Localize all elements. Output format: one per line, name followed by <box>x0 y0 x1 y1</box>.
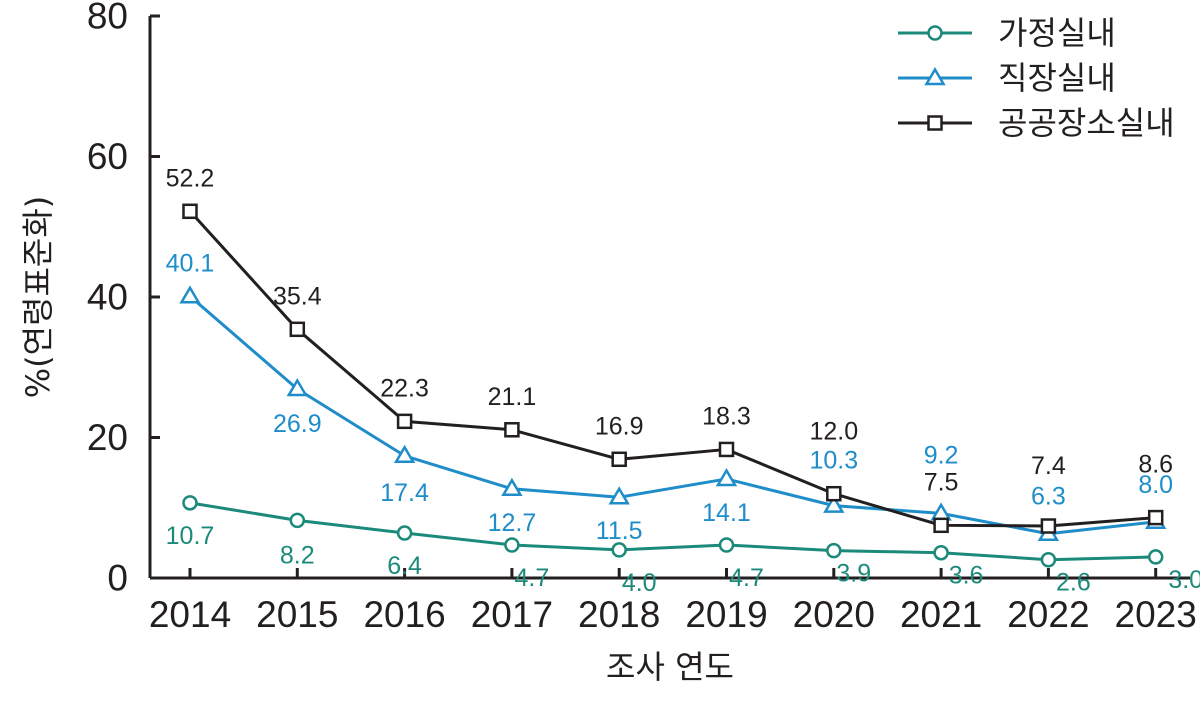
data-label-1: 3.9 <box>836 560 871 588</box>
data-point-1 <box>826 542 842 559</box>
data-point-1 <box>1040 551 1057 568</box>
x-tick-label: 2014 <box>149 594 231 635</box>
x-tick-label: 2016 <box>363 594 445 635</box>
data-point-1 <box>289 512 306 529</box>
series-line-3 <box>188 210 1156 528</box>
data-point-1 <box>611 542 627 558</box>
data-point-3 <box>1147 509 1164 526</box>
y-tick-label: 80 <box>87 0 128 37</box>
data-point-3 <box>289 321 306 338</box>
data-point-3 <box>718 441 735 458</box>
data-point-2 <box>715 467 738 487</box>
data-point-3 <box>611 451 627 468</box>
data-point-1 <box>933 544 949 561</box>
data-labels: 10.7 8.2 6.4 4.7 4.0 4.7 3.9 3.6 2.6 3.0 40.1 26.9 1… <box>166 164 1200 597</box>
x-tick-label: 2018 <box>578 594 660 635</box>
x-tick-label: 2021 <box>900 594 982 635</box>
legend-label-1: 가정실내 <box>998 14 1116 52</box>
data-label-3: 7.4 <box>1031 452 1066 480</box>
data-label-2: 40.1 <box>166 249 215 277</box>
data-label-1: 4.7 <box>729 564 764 592</box>
data-label-3: 18.3 <box>702 402 751 430</box>
data-label-3: 35.4 <box>273 282 322 310</box>
x-tick-label: 2022 <box>1007 594 1089 635</box>
data-point-3 <box>396 413 413 430</box>
data-label-3: 16.9 <box>595 412 644 440</box>
data-point-3 <box>826 485 842 502</box>
data-label-3: 21.1 <box>488 383 537 411</box>
data-label-1: 3.0 <box>1168 566 1200 594</box>
x-tick-label: 2020 <box>793 594 875 635</box>
data-label-3: 8.6 <box>1138 451 1173 479</box>
data-label-3: 52.2 <box>166 164 215 192</box>
x-tick-label: 2015 <box>256 594 338 635</box>
data-point-3 <box>1040 518 1057 534</box>
data-point-2 <box>179 285 201 304</box>
data-point-1 <box>1147 549 1164 565</box>
y-axis-title: %(연령표준화) <box>19 196 57 399</box>
legend-label-2: 직장실내 <box>998 59 1116 97</box>
series-line-2 <box>189 295 1156 536</box>
data-label-1: 4.7 <box>515 564 550 592</box>
data-point-2 <box>286 378 308 397</box>
data-label-2: 6.3 <box>1031 483 1066 511</box>
y-tick-label: 0 <box>107 558 128 599</box>
data-point-3 <box>182 203 198 220</box>
data-point-1 <box>182 495 198 511</box>
data-point-2 <box>823 494 845 513</box>
legend-label-3: 공공장소실내 <box>998 104 1175 142</box>
series-layer <box>179 203 1167 568</box>
x-axis-ticks: 2014 2015 2016 2017 2018 2019 2020 2021 2022 2023 <box>149 568 1197 635</box>
data-point-2 <box>501 477 523 497</box>
y-axis-ticks: 0 20 40 60 80 <box>87 0 160 599</box>
x-axis-title: 조사 연도 <box>606 648 734 686</box>
data-label-2: 17.4 <box>380 479 429 507</box>
legend-marker-3 <box>927 115 943 131</box>
data-label-1: 3.6 <box>949 562 984 590</box>
data-label-3: 7.5 <box>924 468 959 496</box>
y-tick-label: 60 <box>87 136 128 177</box>
data-label-2: 10.3 <box>809 447 858 475</box>
data-point-1 <box>718 537 735 553</box>
series-line-1 <box>189 501 1156 562</box>
data-point-2 <box>608 486 630 505</box>
data-point-2 <box>393 444 416 464</box>
data-label-1: 10.7 <box>166 522 215 550</box>
data-label-2: 8.0 <box>1138 471 1173 499</box>
legend-marker-2 <box>924 67 946 86</box>
data-point-1 <box>504 537 520 553</box>
data-point-1 <box>396 525 413 541</box>
legend-marker-1 <box>927 25 943 41</box>
y-tick-label: 20 <box>87 417 128 458</box>
y-tick-label: 40 <box>87 277 128 318</box>
x-tick-label: 2017 <box>471 594 553 635</box>
data-label-3: 22.3 <box>380 374 429 402</box>
x-tick-label: 2023 <box>1115 594 1197 635</box>
data-point-3 <box>504 422 520 438</box>
data-label-1: 4.0 <box>622 569 657 597</box>
data-label-2: 9.2 <box>924 441 959 469</box>
x-tick-label: 2019 <box>685 594 767 635</box>
data-label-1: 8.2 <box>280 541 315 569</box>
data-label-3: 12.0 <box>809 418 858 446</box>
data-label-2: 26.9 <box>273 410 322 438</box>
data-label-1: 2.6 <box>1056 569 1091 597</box>
data-label-2: 12.7 <box>488 509 537 537</box>
data-label-1: 6.4 <box>387 552 422 580</box>
data-point-3 <box>933 517 949 534</box>
data-label-2: 11.5 <box>596 517 643 545</box>
data-label-2: 14.1 <box>702 499 751 527</box>
